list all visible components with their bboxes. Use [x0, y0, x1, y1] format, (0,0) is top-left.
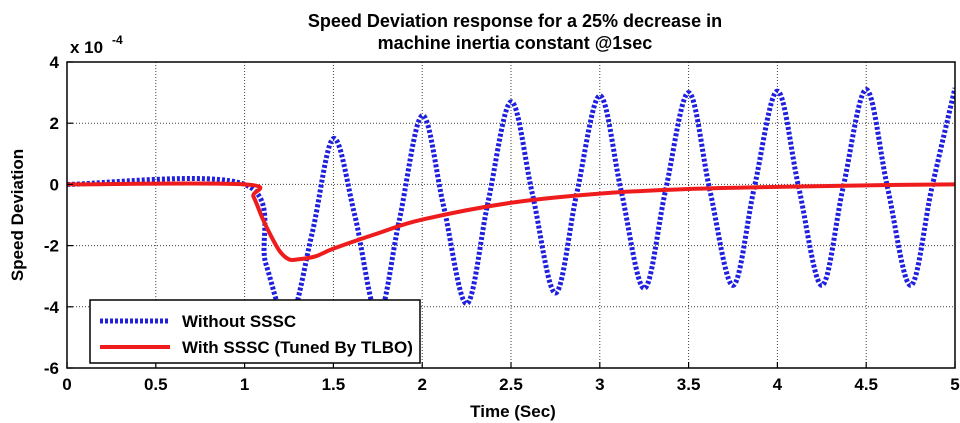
x-tick-label: 0	[62, 375, 71, 394]
chart-legend: Without SSSC With SSSC (Tuned By TLBO)	[89, 299, 421, 364]
legend-label-without-sssc: Without SSSC	[182, 312, 296, 331]
y-tick-label: -4	[44, 298, 60, 317]
y-scale-factor: x 10 -4	[70, 33, 123, 57]
x-tick-label: 1.5	[322, 375, 346, 394]
y-tick-label: 0	[50, 175, 59, 194]
x-axis-label: Time (Sec)	[470, 402, 556, 421]
x-tick-label: 2.5	[499, 375, 523, 394]
x-tick-label: 0.5	[144, 375, 168, 394]
x-axis-ticks: 0 0.5 1 1.5 2 2.5 3 3.5 4 4.5 5	[62, 362, 960, 394]
chart-title-line2: machine inertia constant @1sec	[378, 33, 653, 53]
y-scale-factor-exponent: -4	[112, 33, 123, 47]
x-tick-label: 2	[417, 375, 426, 394]
chart-title: Speed Deviation response for a 25% decre…	[308, 11, 722, 53]
series-line-with-sssc	[67, 181, 955, 263]
y-scale-factor-base: x 10	[70, 38, 103, 57]
y-axis-label: Speed Deviation	[8, 149, 27, 281]
x-tick-label: 3.5	[677, 375, 701, 394]
legend-box	[89, 299, 421, 364]
series-line-without-sssc	[67, 87, 955, 325]
x-tick-label: 1	[240, 375, 249, 394]
chart-title-line1: Speed Deviation response for a 25% decre…	[308, 11, 722, 31]
x-tick-label: 4.5	[854, 375, 878, 394]
x-tick-label: 4	[773, 375, 783, 394]
x-tick-label: 5	[950, 375, 959, 394]
y-tick-label: -2	[44, 237, 59, 256]
y-tick-label: 4	[50, 53, 60, 72]
plot-series	[67, 87, 955, 325]
x-tick-label: 3	[595, 375, 604, 394]
y-tick-label: 2	[50, 114, 59, 133]
legend-label-with-sssc: With SSSC (Tuned By TLBO)	[182, 338, 413, 357]
y-axis-ticks: 4 2 0 -2 -4 -6	[44, 53, 73, 378]
y-tick-label: -6	[44, 359, 59, 378]
